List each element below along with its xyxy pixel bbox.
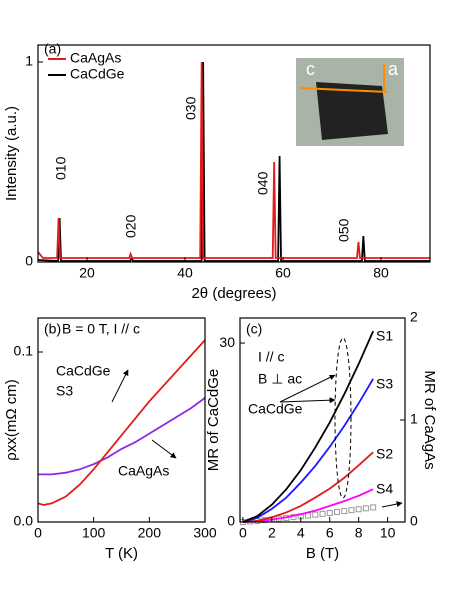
marker — [362, 505, 369, 512]
annotation: B ⊥ ac — [258, 371, 302, 387]
y-tick-label: 0 — [25, 253, 33, 269]
arrow — [279, 374, 336, 403]
series-label: S4 — [376, 481, 393, 497]
annotation: I // c — [258, 349, 284, 365]
annotation: (c) — [246, 321, 262, 337]
plot-frame — [239, 317, 406, 523]
series-label: CaAgAs — [118, 463, 169, 479]
y-axis-title: MR of CaCdGe — [205, 369, 222, 472]
marker — [326, 509, 333, 516]
marker — [319, 510, 326, 517]
inset-photo: c a — [296, 58, 404, 146]
plot-frame — [37, 317, 206, 523]
x-axis-title: 2θ (degrees) — [191, 285, 276, 302]
annotation: (b) — [44, 321, 61, 337]
x-tick-label: 0 — [34, 525, 42, 541]
series-label: S1 — [376, 328, 393, 344]
y2-tick-label: 2 — [410, 309, 418, 325]
x-tick-label: 4 — [297, 525, 305, 541]
y-axis-title: Intensity (a.u.) — [3, 106, 20, 201]
x-tick-label: 300 — [193, 525, 217, 541]
annotation: 030 — [183, 96, 199, 120]
y-tick-label: 30 — [219, 334, 235, 350]
x-axis-title: T (K) — [105, 545, 138, 562]
annotation: CaCdGe — [248, 401, 303, 417]
annotation: S3 — [56, 383, 73, 399]
plot-frame — [37, 44, 431, 263]
marker — [370, 504, 377, 511]
arrow — [111, 369, 129, 403]
marker — [333, 509, 340, 516]
arrow — [151, 439, 177, 459]
marker — [341, 508, 348, 515]
crystal — [316, 82, 388, 140]
y-tick-label: 0.1 — [14, 343, 34, 359]
x-tick-label: 200 — [138, 525, 162, 541]
annotation: 020 — [123, 214, 139, 238]
arrow — [279, 397, 336, 404]
annotation: 050 — [336, 218, 352, 242]
x-tick-label: 100 — [82, 525, 106, 541]
inset-label-a: a — [388, 59, 399, 79]
c-axis-line — [299, 87, 389, 93]
inset-label-c: c — [306, 59, 315, 79]
x-tick-label: 40 — [177, 265, 193, 281]
x-tick-label: 8 — [355, 525, 363, 541]
series-line — [242, 451, 374, 523]
x-tick-label: 60 — [275, 265, 291, 281]
x-tick-label: 20 — [79, 265, 95, 281]
annotation: (a) — [44, 41, 61, 57]
arrow — [381, 501, 403, 508]
series-line — [242, 330, 374, 523]
x-tick-label: 6 — [326, 525, 334, 541]
marker — [348, 507, 355, 514]
x-tick-label: 10 — [380, 525, 396, 541]
series-line — [37, 61, 430, 262]
legend-label: CaCdGe — [70, 66, 125, 82]
series-line — [38, 397, 206, 476]
arrows — [111, 337, 403, 508]
legend-label: CaAgAs — [70, 50, 121, 66]
y2-tick-label: 0 — [410, 513, 418, 529]
y-tick-label: 0 — [227, 513, 235, 529]
y-tick-label: 0.0 — [14, 513, 34, 529]
marker — [312, 511, 319, 518]
dashed-ellipse — [334, 337, 352, 499]
x-tick-label: 0 — [239, 525, 247, 541]
y-axis-title: ρxx(mΩ cm) — [3, 379, 20, 460]
y2-axis-title: MR of CaAgAs — [421, 370, 438, 469]
series-line — [242, 488, 374, 523]
series-line — [37, 61, 430, 259]
series-label: S3 — [376, 376, 393, 392]
series-label: S2 — [376, 446, 393, 462]
x-tick-label: 80 — [373, 265, 389, 281]
x-axis-title: B (T) — [306, 545, 339, 562]
marker — [355, 506, 362, 513]
series-label: CaCdGe — [56, 363, 111, 379]
annotation: 010 — [53, 156, 69, 180]
y2-tick-label: 1 — [410, 411, 418, 427]
series-line — [37, 339, 206, 506]
y-tick-label: 1 — [25, 53, 33, 69]
annotation: B = 0 T, I // c — [62, 321, 140, 337]
x-tick-label: 2 — [268, 525, 276, 541]
annotation: 040 — [255, 171, 271, 195]
series-line — [242, 378, 374, 523]
